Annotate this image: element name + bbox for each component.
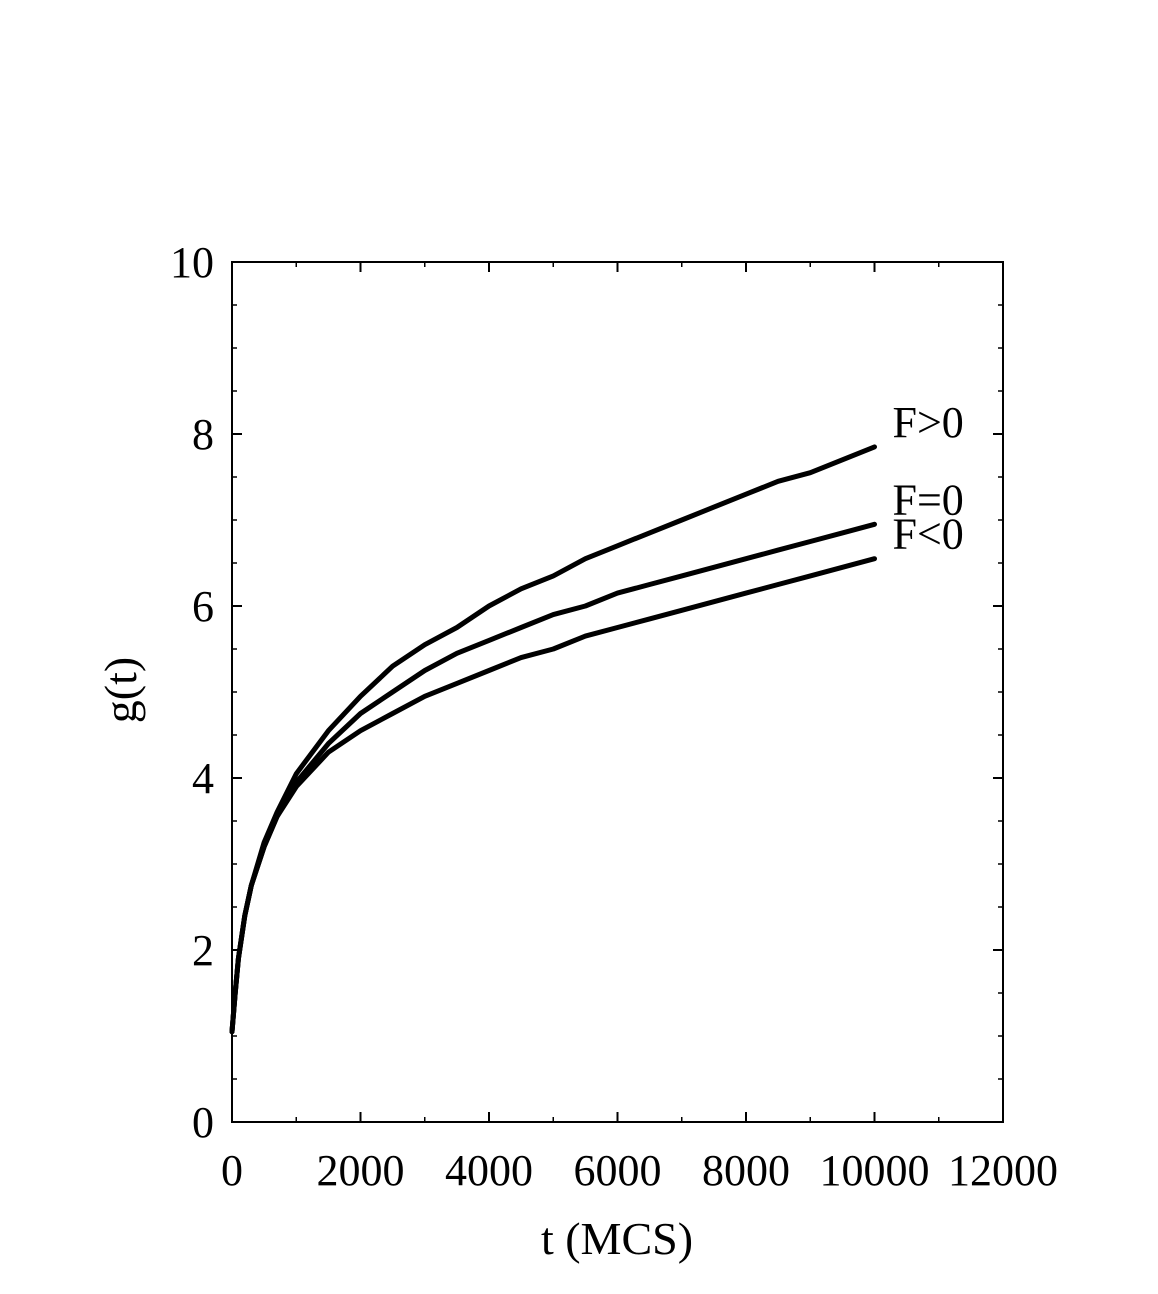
tick-marks (231, 261, 1004, 1123)
x-tick-label: 12000 (948, 1146, 1058, 1195)
y-tick-label: 4 (192, 754, 214, 803)
series-line (229, 556, 877, 1035)
series-label: F>0 (893, 398, 964, 447)
x-tick-label: 4000 (445, 1146, 533, 1195)
x-tick-label: 2000 (317, 1146, 405, 1195)
tick-labels: 0 2000 4000 6000 8000 10000 12000 0 2 4 6 8 10 (170, 238, 1058, 1195)
x-tick-label: 8000 (702, 1146, 790, 1195)
x-tick-label: 10000 (820, 1146, 930, 1195)
y-tick-label: 2 (192, 926, 214, 975)
series-line (229, 521, 877, 1035)
series-label: F=0 (893, 475, 964, 524)
x-tick-label: 0 (221, 1146, 243, 1195)
series-line (229, 444, 877, 1035)
y-tick-label: 8 (192, 410, 214, 459)
series-label: F<0 (893, 510, 964, 559)
series-lines (229, 444, 877, 1035)
series-labels: F>0 F=0F<0 (893, 398, 964, 559)
x-axis-title: t (MCS) (541, 1213, 693, 1264)
y-tick-label: 10 (170, 238, 214, 287)
y-tick-label: 6 (192, 582, 214, 631)
plot-frame (231, 261, 1004, 1123)
x-tick-label: 6000 (574, 1146, 662, 1195)
y-tick-label: 0 (192, 1098, 214, 1147)
y-axis-title: g(t) (95, 657, 146, 723)
